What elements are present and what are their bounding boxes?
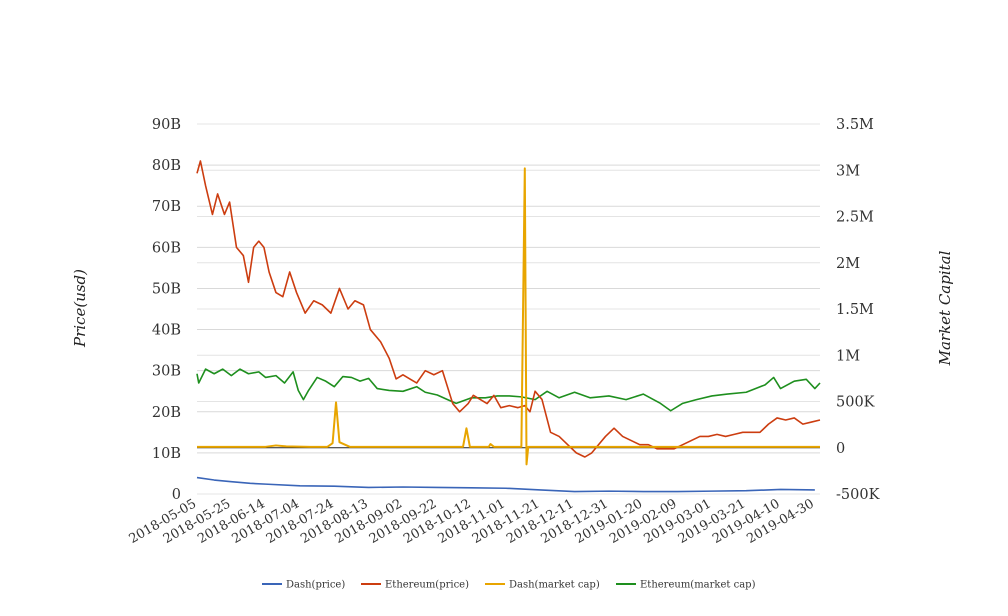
y-left-tick-label: 90B [152, 117, 181, 133]
y-left-tick-label: 70B [152, 199, 181, 215]
series-line-ethereum-price [196, 160, 821, 458]
y-left-tick-label: 30B [152, 364, 181, 380]
series-line-dash-market-cap [197, 167, 820, 466]
y-left-tick-label: 0 [172, 487, 181, 503]
left-axis-ticks: 0 10B 20B 30B 40B 50B 60B 70B 80B 90B [152, 117, 181, 503]
legend-label: Dash(price) [286, 580, 345, 591]
legend-label: Ethereum(market cap) [640, 580, 756, 591]
legend-label: Dash(market cap) [509, 580, 600, 591]
y-left-tick-label: 80B [152, 158, 181, 174]
y-right-tick-label: 0 [836, 441, 845, 457]
y-right-tick-label: -500K [836, 487, 881, 503]
y-left-tick-label: 60B [152, 240, 181, 256]
y-right-tick-label: 2.5M [836, 210, 874, 226]
y-right-tick-label: 2M [836, 256, 860, 272]
y-right-tick-label: 3.5M [836, 117, 874, 133]
y-left-tick-label: 50B [152, 281, 181, 297]
right-axis-ticks: -500K 0 500K 1M 1.5M 2M 2.5M 3M 3.5M [836, 117, 881, 503]
series-line-ethereum-market-cap [196, 368, 821, 412]
legend: Dash(price) Ethereum(price) Dash(market ca… [262, 580, 756, 591]
y-left-tick-label: 10B [152, 446, 181, 462]
y-right-axis-title: Market Capital [936, 250, 954, 366]
legend-label: Ethereum(price) [385, 580, 469, 591]
x-axis-ticks: 2018-05-052018-05-252018-06-142018-07-04… [127, 496, 817, 546]
grid [197, 123, 820, 495]
y-left-axis-title: Price(usd) [71, 269, 89, 348]
y-left-tick-label: 20B [152, 405, 181, 421]
y-right-tick-label: 1M [836, 348, 860, 364]
y-left-tick-label: 40B [152, 323, 181, 339]
y-right-tick-label: 1.5M [836, 302, 874, 318]
series-line-dash-price [196, 476, 815, 493]
y-right-tick-label: 3M [836, 163, 860, 179]
series-layer [196, 160, 821, 493]
y-right-tick-label: 500K [836, 395, 876, 411]
